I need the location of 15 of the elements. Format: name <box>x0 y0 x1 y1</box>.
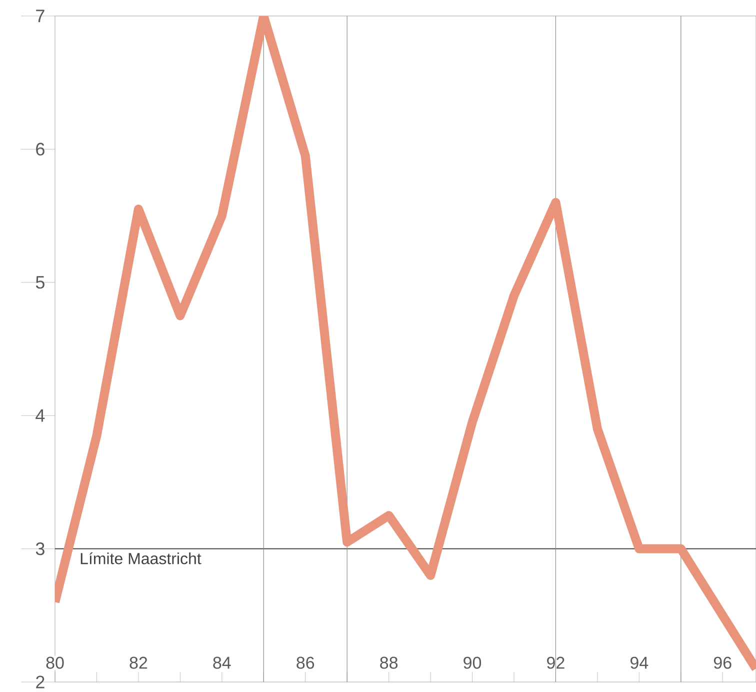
y-tick-label: 5 <box>36 276 44 289</box>
y-tick-label: 3 <box>36 542 44 556</box>
x-tick-label: 96 <box>714 656 732 669</box>
ref-line-label: Límite Maastricht <box>80 552 202 564</box>
x-tick-label: 80 <box>46 656 64 669</box>
x-tick-label: 88 <box>380 656 398 669</box>
x-tick-label: 84 <box>213 656 231 669</box>
y-tick-label: 4 <box>36 409 45 422</box>
x-tick-label: 94 <box>630 656 648 669</box>
y-tick-label: 6 <box>36 142 44 156</box>
x-tick-label: 82 <box>130 656 148 669</box>
x-tick-label: 86 <box>296 656 314 669</box>
y-tick-label: 2 <box>36 676 44 688</box>
y-tick-label: 7 <box>36 10 44 22</box>
x-tick-label: 90 <box>464 656 482 669</box>
